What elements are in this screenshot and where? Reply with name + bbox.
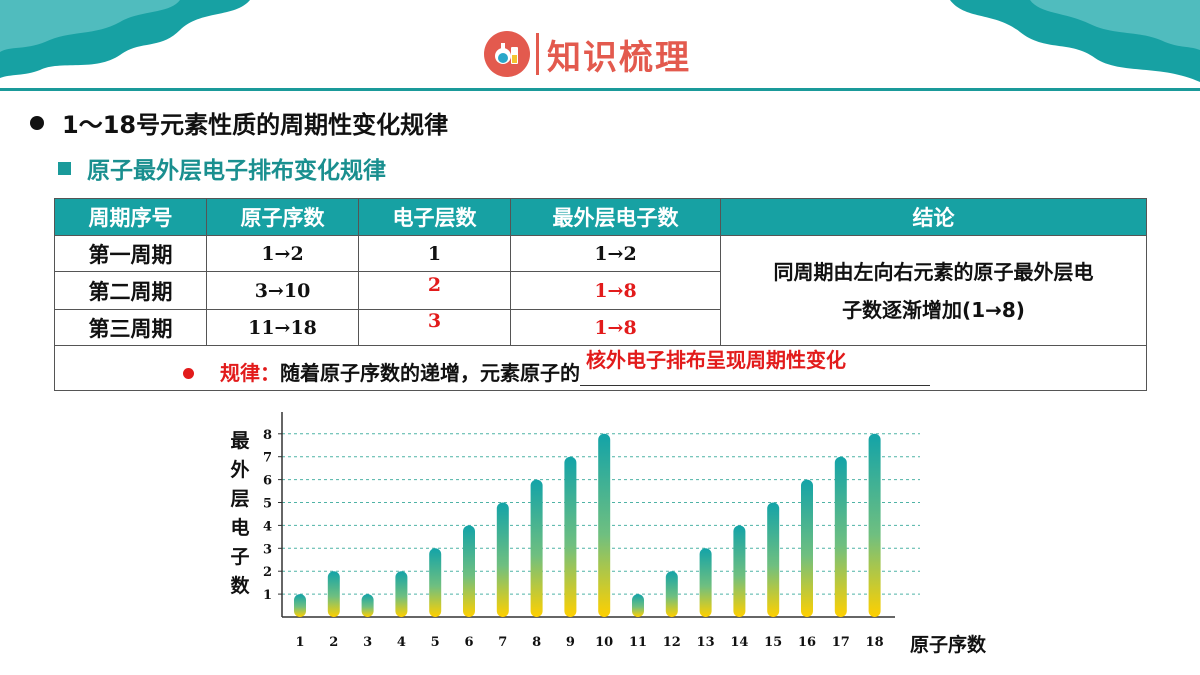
shell-count-cell: 2 (358, 271, 511, 310)
subheading-text: 原子最外层电子排布变化规律 (87, 158, 386, 184)
shell-count-cell: 1 (358, 235, 511, 272)
section-heading: 1～18号元素性质的周期性变化规律 (30, 105, 448, 140)
period-cell: 第一周期 (54, 235, 207, 272)
bar-element-13 (699, 548, 712, 617)
x-tick-label: 16 (798, 635, 816, 650)
y-axis-label-char: 最 (230, 430, 250, 452)
y-axis-label-char: 子 (230, 546, 250, 568)
x-tick-label: 4 (397, 635, 406, 650)
bar-element-8 (530, 479, 543, 617)
y-tick-label: 5 (263, 497, 272, 512)
periodic-table-summary: 周期序号 原子序数 电子层数 最外层电子数 结论 第一周期 1→2 1 1→2 … (54, 198, 1147, 391)
period-cell: 第二周期 (54, 271, 207, 310)
rule-answer: 核外电子排布呈现周期性变化 (586, 348, 846, 372)
rule-cell: 规律： 随着原子序数的递增，元素原子的 核外电子排布呈现周期性变化 (54, 345, 1147, 391)
top-right-wave-decoration (950, 0, 1200, 82)
y-tick-label: 4 (263, 519, 272, 534)
x-tick-label: 17 (832, 635, 850, 650)
lab-flask-icon (484, 31, 530, 77)
page-title: 知识梳理 (547, 37, 691, 78)
bar-element-7 (496, 502, 509, 617)
header-period: 周期序号 (54, 198, 207, 236)
chart-x-axis-label: 原子序数 (910, 634, 987, 656)
x-tick-label: 14 (730, 635, 748, 650)
bar-element-12 (665, 571, 678, 617)
table-row: 第二周期 3→10 2 1→8 (54, 271, 1147, 310)
x-tick-label: 13 (697, 635, 715, 650)
rule-label: 规律： (220, 361, 280, 385)
conclusion-line-1: 同周期由左向右元素的原子最外层电 (773, 259, 1094, 284)
x-tick-label: 6 (464, 635, 473, 650)
bar-element-18 (868, 433, 881, 617)
x-tick-label: 11 (629, 635, 647, 650)
conclusion-line-2: 子数逐渐增加(1→8) (842, 297, 1025, 322)
y-tick-label: 3 (263, 542, 272, 557)
bar-element-6 (463, 525, 475, 617)
bar-element-9 (564, 456, 577, 617)
bar-element-10 (598, 433, 611, 617)
bar-element-15 (767, 502, 780, 617)
outer-electron-cell: 1→8 (510, 309, 721, 346)
rule-answer-blank: 核外电子排布呈现周期性变化 (580, 348, 930, 386)
bar-element-16 (801, 479, 813, 617)
x-tick-label: 10 (595, 635, 613, 650)
x-tick-label: 8 (532, 635, 541, 650)
header-conclusion: 结论 (720, 198, 1147, 236)
square-bullet-icon (58, 161, 71, 175)
x-tick-label: 1 (295, 635, 304, 650)
y-axis-label-char: 数 (230, 575, 250, 597)
bar-element-5 (429, 548, 442, 617)
bar-element-17 (834, 456, 847, 617)
atomic-number-cell: 1→2 (206, 235, 359, 272)
outer-electron-cell: 1→2 (510, 235, 721, 272)
conclusion-cell: 同周期由左向右元素的原子最外层电 子数逐渐增加(1→8) (720, 235, 1147, 346)
header-atomic-number: 原子序数 (206, 198, 359, 236)
bar-element-11 (632, 594, 644, 617)
rule-row: 规律： 随着原子序数的递增，元素原子的 核外电子排布呈现周期性变化 (54, 345, 1147, 391)
bar-element-1 (294, 594, 306, 617)
x-tick-label: 5 (431, 635, 440, 650)
bullet-icon (30, 115, 44, 130)
red-bullet-icon (183, 368, 194, 379)
header-divider (0, 88, 1200, 91)
x-tick-label: 2 (329, 635, 338, 650)
y-tick-label: 7 (263, 451, 272, 466)
x-tick-label: 15 (764, 635, 782, 650)
header-shell-count: 电子层数 (358, 198, 511, 236)
x-tick-label: 9 (566, 635, 575, 650)
header-separator (536, 33, 539, 75)
subheading: 原子最外层电子排布变化规律 (58, 151, 386, 185)
page-header: 知识梳理 (484, 26, 691, 82)
table-row: 第一周期 1→2 1 1→2 同周期由左向右元素的原子最外层电 子数逐渐增加(1… (54, 235, 1147, 346)
chart-y-axis-label: 最外层电子数 (229, 427, 251, 601)
y-tick-label: 2 (263, 565, 272, 580)
y-axis-label-char: 层 (230, 488, 250, 510)
bar-element-14 (733, 525, 746, 617)
table-header-row: 周期序号 原子序数 电子层数 最外层电子数 结论 (54, 198, 1147, 236)
bar-element-3 (361, 594, 374, 617)
x-tick-label: 7 (498, 635, 507, 650)
y-tick-label: 8 (263, 428, 272, 443)
bar-element-2 (327, 571, 340, 617)
section-heading-text: 1～18号元素性质的周期性变化规律 (62, 111, 449, 139)
y-tick-label: 1 (263, 588, 272, 603)
bar-element-4 (395, 571, 408, 617)
x-tick-label: 12 (663, 635, 681, 650)
rule-text: 随着原子序数的递增，元素原子的 (280, 361, 580, 385)
y-axis-label-char: 外 (230, 459, 250, 481)
top-left-wave-decoration (0, 0, 250, 78)
x-tick-label: 3 (363, 635, 372, 650)
y-tick-label: 6 (263, 474, 272, 489)
x-tick-label: 18 (866, 635, 884, 650)
header-outer-electrons: 最外层电子数 (510, 198, 721, 236)
y-axis-label-char: 电 (230, 517, 250, 539)
